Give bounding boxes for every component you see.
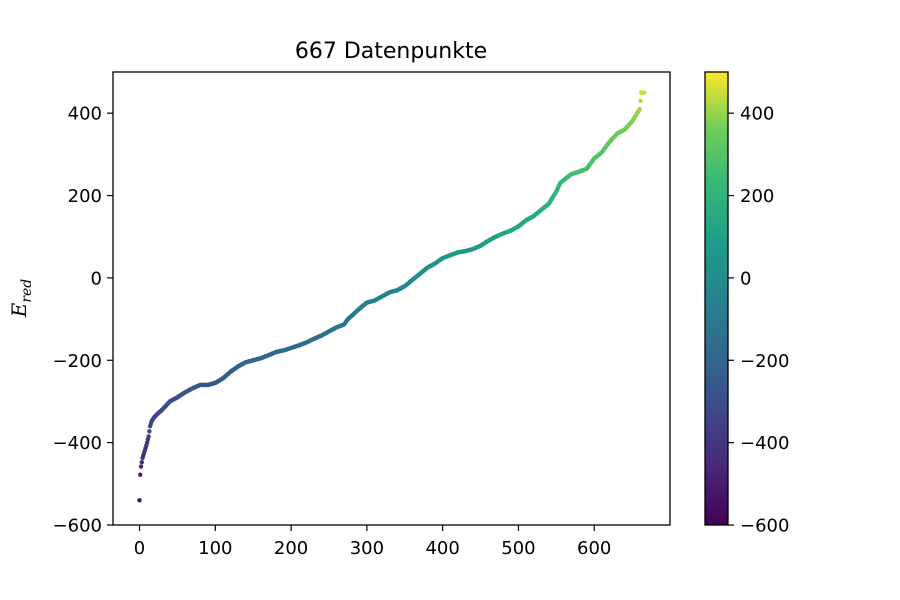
y-tick-label: 200: [68, 186, 102, 207]
data-point: [147, 429, 152, 434]
plot-frame: [112, 71, 671, 526]
data-point: [637, 106, 642, 112]
colorbar-gradient: [705, 72, 728, 525]
colorbar-tick-label: −400: [740, 433, 789, 454]
colorbar-tick-label: 400: [740, 104, 774, 125]
colorbar-tick-label: −600: [740, 516, 789, 537]
x-tick-label: 500: [501, 538, 535, 559]
x-tick-label: 300: [350, 538, 384, 559]
colorbar-frame: [704, 71, 729, 526]
x-tick-label: 600: [577, 538, 611, 559]
colorbar-tick-label: −200: [740, 351, 789, 372]
y-tick-label: −600: [53, 516, 102, 537]
x-tick-label: 100: [198, 538, 232, 559]
chart-title: 667 Datenpunkte: [295, 39, 487, 64]
data-point: [137, 498, 142, 503]
y-tick-label: −200: [53, 351, 102, 372]
y-axis-label: Ered: [7, 279, 35, 319]
data-point: [638, 98, 643, 104]
y-axis-label-subscript: red: [19, 279, 35, 303]
y-tick-label: 400: [68, 104, 102, 125]
data-point: [146, 434, 151, 439]
x-tick-label: 400: [425, 538, 459, 559]
y-axis-label-main: E: [7, 302, 31, 318]
x-axis: 0 100 200 300 400 500 600: [134, 525, 611, 559]
x-tick-label: 0: [134, 538, 145, 559]
data-point: [139, 459, 144, 465]
y-tick-label: 0: [91, 268, 102, 289]
data-point: [642, 90, 647, 95]
y-tick-label: −400: [53, 433, 102, 454]
colorbar-tick-label: 200: [740, 186, 774, 207]
y-axis: −600 −400 −200 0 200 400: [53, 104, 113, 537]
scatter-points: [137, 90, 647, 503]
x-tick-label: 200: [274, 538, 308, 559]
colorbar-tick-label: 0: [740, 268, 751, 289]
data-point: [138, 464, 144, 469]
data-point: [138, 472, 143, 477]
colorbar-axis: −600 −400 −200 0 200 400: [728, 104, 789, 537]
